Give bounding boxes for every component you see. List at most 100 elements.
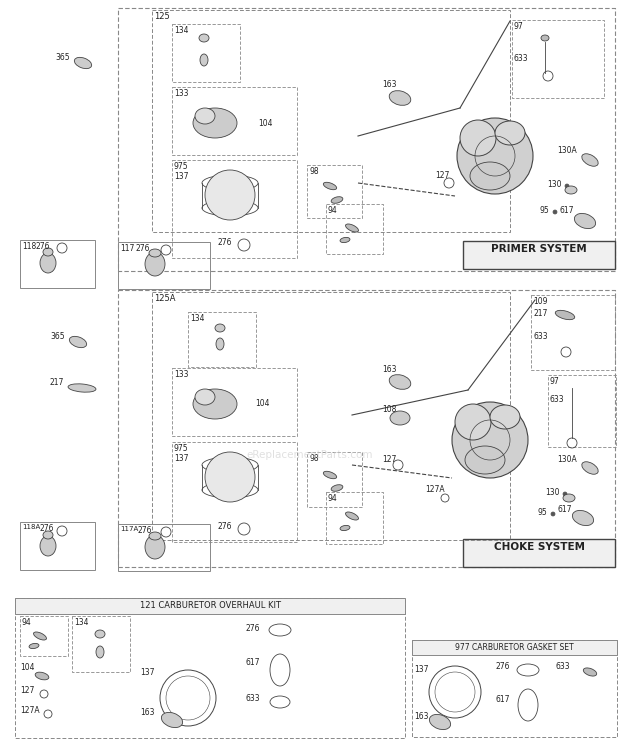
Text: 134: 134 [190,314,205,323]
Polygon shape [15,598,405,614]
Text: 617: 617 [495,695,510,704]
Text: 137: 137 [174,172,188,181]
Ellipse shape [195,389,215,405]
Ellipse shape [541,35,549,41]
Text: 276: 276 [135,244,149,253]
Text: 134: 134 [174,26,188,35]
Text: 276: 276 [495,662,510,671]
Ellipse shape [195,108,215,124]
Ellipse shape [331,196,343,203]
Ellipse shape [145,535,165,559]
Ellipse shape [145,252,165,276]
Text: 217: 217 [50,378,64,387]
Ellipse shape [565,184,569,188]
Text: 117A: 117A [120,526,138,532]
Ellipse shape [551,512,555,516]
Polygon shape [412,640,617,655]
Ellipse shape [556,310,575,320]
Text: 137: 137 [414,665,428,674]
Ellipse shape [200,54,208,66]
Text: PRIMER SYSTEM: PRIMER SYSTEM [491,244,587,254]
Ellipse shape [96,646,104,658]
Text: 108: 108 [382,405,396,414]
Ellipse shape [33,632,46,640]
Text: 163: 163 [414,712,428,721]
Ellipse shape [216,338,224,350]
Text: 276: 276 [218,238,232,247]
Ellipse shape [68,384,96,392]
Ellipse shape [340,525,350,530]
Text: 97: 97 [514,22,524,31]
Ellipse shape [455,404,491,440]
Text: 163: 163 [140,708,154,717]
Ellipse shape [205,452,255,502]
Ellipse shape [563,492,567,496]
Ellipse shape [389,91,411,106]
Text: eReplacementParts.com: eReplacementParts.com [247,450,373,460]
Ellipse shape [69,336,87,347]
Ellipse shape [457,118,533,194]
Text: 104: 104 [20,663,35,672]
Text: 276: 276 [245,624,260,633]
Text: 617: 617 [558,505,572,514]
Ellipse shape [563,494,575,502]
Ellipse shape [149,532,161,540]
Text: 134: 134 [74,618,89,627]
Text: 217: 217 [533,309,547,318]
Text: 97: 97 [550,377,560,386]
Text: 365: 365 [50,332,64,341]
Ellipse shape [35,672,49,680]
Text: 276: 276 [218,522,232,531]
Text: 127: 127 [20,686,34,695]
Text: 130: 130 [547,180,562,189]
Ellipse shape [490,405,520,429]
Ellipse shape [324,471,337,478]
Text: 633: 633 [533,332,547,341]
Text: 118A: 118A [22,524,40,530]
Text: 633: 633 [550,395,565,404]
Ellipse shape [565,186,577,194]
Ellipse shape [390,411,410,425]
Text: 617: 617 [560,206,575,215]
Ellipse shape [582,154,598,166]
Ellipse shape [95,630,105,638]
Text: 95: 95 [540,206,550,215]
Text: 276: 276 [138,526,153,535]
Text: 276: 276 [36,242,50,251]
Ellipse shape [193,389,237,419]
Ellipse shape [205,170,255,220]
Text: 127A: 127A [20,706,40,715]
Ellipse shape [40,253,56,273]
Text: 276: 276 [40,524,55,533]
Text: 633: 633 [555,662,570,671]
Ellipse shape [452,402,528,478]
Ellipse shape [583,668,596,676]
Text: 121 CARBURETOR OVERHAUL KIT: 121 CARBURETOR OVERHAUL KIT [140,601,280,611]
Text: 130: 130 [545,488,559,497]
Text: 130A: 130A [557,455,577,464]
Ellipse shape [465,446,505,474]
Text: 127A: 127A [425,485,445,494]
Text: 130A: 130A [557,146,577,155]
Text: 137: 137 [140,668,154,677]
Ellipse shape [430,714,451,730]
Ellipse shape [553,210,557,214]
Ellipse shape [29,644,39,649]
Ellipse shape [324,182,337,190]
Ellipse shape [161,713,183,728]
Ellipse shape [470,162,510,190]
Ellipse shape [345,224,358,232]
Ellipse shape [199,34,209,42]
Ellipse shape [43,531,53,539]
Text: 127: 127 [382,455,396,464]
Text: 104: 104 [258,118,273,127]
Polygon shape [463,241,615,269]
Text: 125A: 125A [154,294,175,303]
Text: 137: 137 [174,454,188,463]
Ellipse shape [345,512,358,520]
Text: 125: 125 [154,12,170,21]
Text: 94: 94 [328,494,338,503]
Ellipse shape [495,121,525,145]
Ellipse shape [572,510,593,525]
Ellipse shape [460,120,496,156]
